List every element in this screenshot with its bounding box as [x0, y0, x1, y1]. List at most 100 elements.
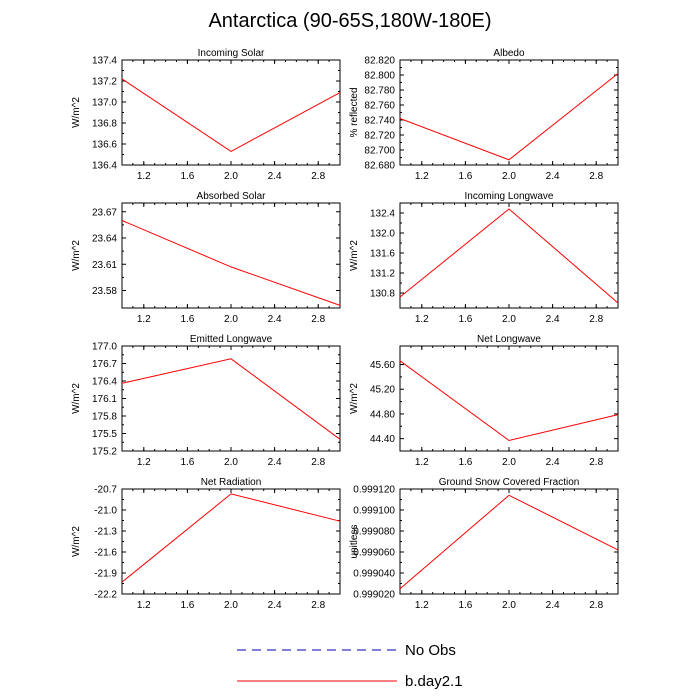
y-tick-label: 176.4	[92, 377, 117, 388]
y-tick-label: 136.6	[92, 140, 117, 151]
x-tick-label: 2.0	[502, 600, 516, 611]
y-tick-label: 23.58	[92, 286, 117, 297]
y-tick-label: 132.4	[370, 209, 395, 220]
plot-frame	[121, 202, 341, 309]
x-tick-label: 1.2	[415, 314, 429, 325]
y-axis-label: % reflected	[349, 87, 360, 137]
y-tick-label: 136.4	[92, 161, 117, 172]
x-tick-label: 2.4	[546, 457, 560, 468]
y-tick-label: 136.8	[92, 119, 117, 130]
y-tick-label: 0.999020	[353, 590, 395, 601]
x-tick-label: 2.4	[546, 171, 560, 182]
x-tick-label: 1.2	[137, 171, 151, 182]
x-tick-label: 2.8	[589, 600, 603, 611]
x-tick-label: 1.6	[458, 314, 472, 325]
y-tick-label: 23.64	[92, 234, 117, 245]
y-axis-label: W/m^2	[71, 526, 82, 557]
x-tick-label: 1.6	[180, 171, 194, 182]
series-line-b.day2.1	[121, 493, 341, 583]
y-tick-label: 0.999120	[353, 485, 395, 496]
y-tick-label: -21.9	[94, 569, 117, 580]
y-tick-label: 45.20	[370, 385, 395, 396]
y-tick-label: 175.8	[92, 412, 117, 423]
panel-8: Ground Snow Covered Fraction unitless 1.2 1…	[349, 477, 619, 611]
series-line-b.day2.1	[399, 494, 619, 590]
x-tick-label: 1.6	[458, 600, 472, 611]
y-tick-label: 176.1	[92, 394, 117, 405]
panel-title: Incoming Solar	[198, 48, 265, 59]
panel-title: Albedo	[493, 48, 525, 59]
y-tick-label: -22.2	[94, 590, 117, 601]
x-tick-label: 2.4	[268, 314, 282, 325]
panel-title: Absorbed Solar	[197, 191, 267, 202]
x-tick-label: 2.0	[502, 171, 516, 182]
x-tick-label: 1.6	[458, 171, 472, 182]
legend-label: No Obs	[405, 642, 456, 659]
x-tick-label: 1.6	[180, 600, 194, 611]
plot-frame	[399, 59, 619, 166]
panel-5: Emitted Longwave W/m^2 1.2 1.6 2.0 2.4 2.8 175.…	[71, 334, 341, 468]
panel-title: Emitted Longwave	[190, 334, 273, 345]
panel-2: Albedo % reflected 1.2 1.6 2.0 2.4 2.8 82.680 82…	[349, 48, 619, 182]
x-tick-label: 2.8	[311, 171, 325, 182]
x-tick-label: 2.4	[268, 457, 282, 468]
panel-3: Absorbed Solar W/m^2 1.2 1.6 2.0 2.4 2.8 23.58 2…	[71, 191, 341, 325]
series-line-b.day2.1	[399, 360, 619, 442]
plot-frame	[399, 345, 619, 452]
y-tick-label: -21.3	[94, 527, 117, 538]
series-line-b.day2.1	[399, 208, 619, 304]
x-tick-label: 2.8	[311, 314, 325, 325]
y-tick-label: 82.780	[364, 86, 395, 97]
y-tick-label: 0.999060	[353, 548, 395, 559]
y-tick-label: 44.80	[370, 409, 395, 420]
y-tick-label: 175.5	[92, 429, 117, 440]
x-tick-label: 1.2	[415, 171, 429, 182]
y-tick-label: 82.680	[364, 161, 395, 172]
x-tick-label: 2.8	[589, 171, 603, 182]
y-tick-label: 82.700	[364, 146, 395, 157]
plot-frame	[121, 488, 341, 595]
x-tick-label: 2.0	[224, 457, 238, 468]
y-tick-label: 45.60	[370, 360, 395, 371]
legend-label: b.day2.1	[405, 673, 463, 690]
x-tick-label: 1.2	[137, 457, 151, 468]
x-tick-label: 2.4	[268, 171, 282, 182]
figure-title: Antarctica (90-65S,180W-180E)	[208, 10, 492, 32]
x-tick-label: 2.8	[589, 457, 603, 468]
plot-frame	[121, 59, 341, 166]
panel-title: Net Radiation	[201, 477, 262, 488]
plot-frame	[121, 345, 341, 452]
x-tick-label: 2.4	[546, 314, 560, 325]
legend: No Obs b.day2.1	[237, 642, 463, 690]
series-line-b.day2.1	[399, 73, 619, 161]
x-tick-label: 1.2	[137, 314, 151, 325]
x-tick-label: 2.4	[268, 600, 282, 611]
x-tick-label: 1.2	[415, 457, 429, 468]
y-tick-label: 137.0	[92, 98, 117, 109]
x-tick-label: 1.6	[180, 457, 194, 468]
y-axis-label: W/m^2	[71, 97, 82, 128]
y-axis-label: unitless	[349, 525, 360, 559]
panel-title: Ground Snow Covered Fraction	[439, 477, 580, 488]
panel-6: Net Longwave W/m^2 1.2 1.6 2.0 2.4 2.8 44.40 44.…	[349, 334, 619, 468]
panel-4: Incoming Longwave W/m^2 1.2 1.6 2.0 2.4 2.8 130…	[349, 191, 619, 325]
y-axis-label: W/m^2	[349, 240, 360, 271]
panel-7: Net Radiation W/m^2 1.2 1.6 2.0 2.4 2.8 -22.2 -2…	[71, 477, 341, 611]
y-tick-label: 0.999040	[353, 569, 395, 580]
plot-frame	[399, 202, 619, 309]
panel-1: Incoming Solar W/m^2 1.2 1.6 2.0 2.4 2.8 136.4 1…	[71, 48, 341, 182]
y-tick-label: 0.999080	[353, 527, 395, 538]
x-tick-label: 2.0	[502, 457, 516, 468]
panel-title: Incoming Longwave	[465, 191, 554, 202]
y-axis-label: W/m^2	[71, 383, 82, 414]
x-tick-label: 1.6	[458, 457, 472, 468]
x-tick-label: 2.0	[502, 314, 516, 325]
y-tick-label: 177.0	[92, 342, 117, 353]
x-tick-label: 2.0	[224, 314, 238, 325]
x-tick-label: 1.6	[180, 314, 194, 325]
x-tick-label: 2.0	[224, 600, 238, 611]
x-tick-label: 1.2	[137, 600, 151, 611]
y-axis-label: W/m^2	[349, 383, 360, 414]
y-tick-label: 82.720	[364, 131, 395, 142]
